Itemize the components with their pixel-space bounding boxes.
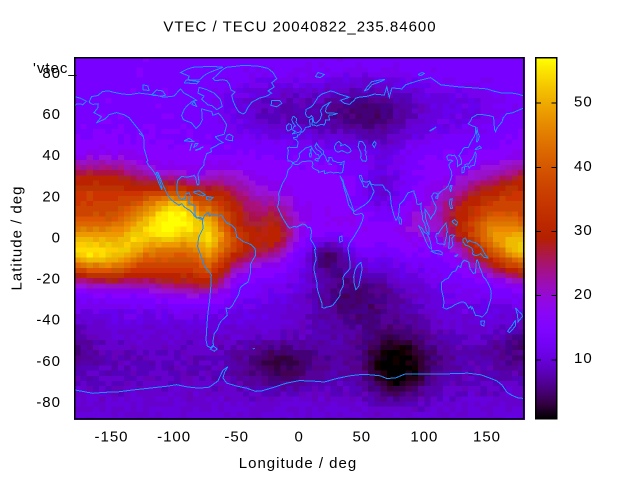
svg-text:50: 50	[574, 94, 593, 111]
svg-text:100: 100	[410, 429, 438, 446]
svg-text:-100: -100	[157, 429, 191, 446]
svg-text:50: 50	[352, 429, 371, 446]
svg-text:0: 0	[52, 230, 61, 247]
svg-text:-20: -20	[36, 271, 61, 288]
svg-text:'vtec_: 'vtec_	[33, 60, 78, 77]
svg-text:40: 40	[42, 147, 61, 164]
svg-text:-50: -50	[224, 429, 249, 446]
svg-text:Longitude / deg: Longitude / deg	[239, 455, 357, 472]
svg-text:20: 20	[574, 286, 593, 303]
svg-text:-40: -40	[36, 312, 61, 329]
svg-text:80: 80	[42, 65, 61, 82]
svg-text:VTEC / TECU 20040822_235.84600: VTEC / TECU 20040822_235.84600	[163, 19, 436, 36]
svg-text:60: 60	[42, 106, 61, 123]
svg-text:0: 0	[295, 429, 304, 446]
svg-text:-60: -60	[36, 353, 61, 370]
svg-text:20: 20	[42, 188, 61, 205]
svg-text:-80: -80	[36, 394, 61, 411]
svg-text:150: 150	[473, 429, 501, 446]
svg-text:30: 30	[574, 222, 593, 239]
svg-text:-150: -150	[94, 429, 128, 446]
svg-text:Latitude / deg: Latitude / deg	[9, 186, 26, 291]
svg-text:10: 10	[574, 350, 593, 367]
svg-text:40: 40	[574, 158, 593, 175]
